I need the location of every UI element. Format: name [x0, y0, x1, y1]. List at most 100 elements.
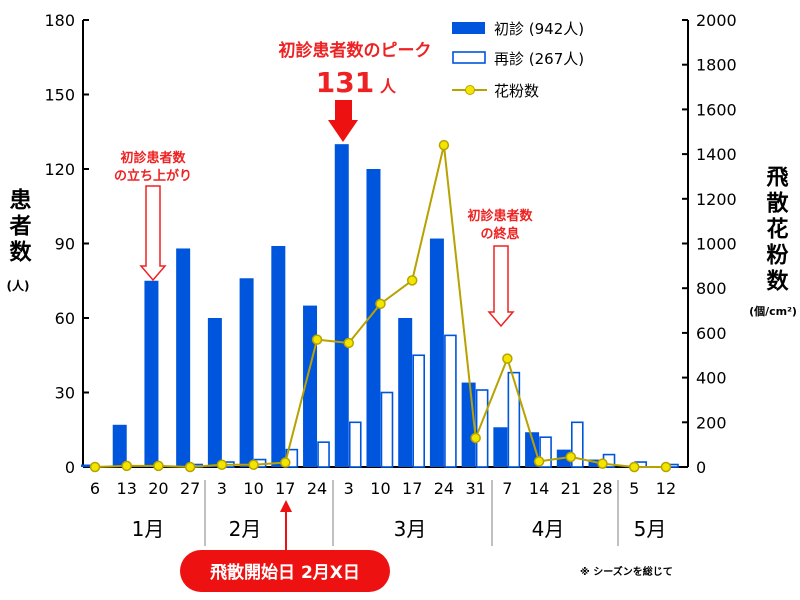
- pollen-point: [406, 275, 418, 286]
- bar-revisit: [475, 389, 489, 468]
- right-tick-label: 800: [696, 279, 727, 298]
- start-date-badge: [180, 550, 390, 592]
- right-axis-unit: (個/cm²): [749, 304, 797, 318]
- left-axis-title: 患者数: [6, 187, 33, 266]
- pollen-point: [248, 459, 259, 471]
- peak-arrow-icon: [328, 100, 358, 142]
- month-label: 5月: [634, 517, 667, 541]
- x-tick-label: 17: [402, 479, 422, 498]
- right-tick-label: 1800: [696, 56, 737, 75]
- end-label-2: の終息: [480, 226, 519, 242]
- bar-first-visit: [493, 427, 508, 467]
- peak-value: 131: [316, 66, 374, 99]
- left-tick-label: 120: [44, 160, 75, 179]
- right-tick-label: 2000: [696, 11, 737, 30]
- right-tick-label: 600: [696, 324, 727, 343]
- rise-label-2: の立ち上がり: [114, 168, 192, 184]
- pollen-point: [89, 461, 101, 473]
- bar-first-visit: [334, 144, 349, 467]
- x-tick-label: 10: [370, 479, 390, 498]
- x-tick-label: 10: [243, 479, 263, 498]
- legend-label-first-visit: 初診 (942人): [494, 20, 584, 38]
- bar-first-visit: [429, 238, 444, 467]
- right-axis-title: 飛散花粉数: [763, 165, 789, 295]
- bar-first-visit: [144, 280, 159, 467]
- x-tick-label: 21: [561, 479, 581, 498]
- x-tick-label: 13: [117, 479, 137, 498]
- pollen-point: [375, 298, 386, 310]
- bar-revisit: [444, 334, 457, 468]
- x-tick-label: 28: [592, 479, 612, 498]
- rise-arrow-icon: [139, 185, 167, 282]
- rise-label-1: 初診患者数: [120, 150, 186, 166]
- pollen-point: [502, 353, 513, 364]
- x-tick-label: 31: [465, 479, 485, 498]
- end-arrow-icon: [487, 245, 515, 328]
- bar-first-visit: [207, 318, 222, 467]
- legend-label-pollen: 花粉数: [494, 82, 539, 100]
- bar-revisit: [539, 436, 552, 468]
- x-tick-label: 6: [90, 479, 100, 498]
- x-tick-label: 3: [217, 479, 227, 498]
- bar-revisit: [348, 421, 362, 468]
- x-tick-label: 27: [180, 479, 200, 498]
- peak-unit: 人: [380, 77, 397, 96]
- right-tick-label: 1400: [696, 145, 737, 164]
- right-tick-label: 400: [696, 369, 727, 388]
- pollen-point: [216, 459, 228, 471]
- left-tick-label: 90: [55, 235, 75, 254]
- x-tick-label: 20: [148, 479, 168, 498]
- bar-first-visit: [81, 464, 95, 467]
- x-tick-label: 24: [307, 479, 327, 498]
- x-tick-label: 24: [434, 479, 454, 498]
- legend-label-revisit: 再診 (267人): [494, 50, 584, 68]
- month-label: 3月: [394, 517, 427, 541]
- pollen-point: [311, 334, 323, 345]
- legend-marker: [465, 85, 475, 95]
- pollen-point: [343, 337, 355, 349]
- legend-swatch-revisit: [452, 51, 486, 64]
- left-axis-unit: (人): [7, 278, 30, 293]
- right-tick-label: 1200: [696, 190, 737, 209]
- season-note: ※ シーズンを総じて: [580, 565, 673, 578]
- end-label-1: 初診患者数: [467, 208, 533, 224]
- x-tick-label: 7: [502, 479, 512, 498]
- bar-first-visit: [176, 248, 191, 467]
- x-tick-label: 14: [529, 479, 549, 498]
- bar-first-visit: [271, 245, 286, 467]
- pollen-point: [565, 451, 577, 463]
- pollen-point: [470, 432, 481, 444]
- bar-first-visit: [303, 305, 318, 467]
- left-tick-label: 0: [65, 458, 75, 477]
- month-label: 2月: [229, 517, 262, 541]
- left-tick-label: 60: [55, 309, 75, 328]
- bar-revisit: [380, 391, 394, 468]
- bar-first-visit: [398, 318, 413, 467]
- pollen-point: [121, 460, 132, 472]
- right-tick-label: 0: [696, 458, 706, 477]
- month-label: 4月: [532, 517, 565, 541]
- x-tick-label: 5: [629, 479, 639, 498]
- bar-first-visit: [366, 169, 381, 467]
- bar-revisit: [317, 441, 330, 468]
- pollen-point: [153, 460, 164, 472]
- right-tick-label: 200: [696, 413, 727, 432]
- start-date-label: 飛散開始日 2月X日: [209, 562, 360, 583]
- left-tick-label: 30: [55, 384, 75, 403]
- right-tick-label: 1600: [696, 100, 737, 119]
- start-arrow-icon: [280, 500, 292, 512]
- pollen-point: [280, 457, 291, 468]
- pollen-point: [438, 139, 450, 151]
- left-tick-label: 150: [44, 86, 75, 105]
- bar-revisit: [570, 421, 584, 468]
- pollen-point: [597, 458, 608, 469]
- bar-first-visit: [588, 459, 603, 467]
- pollen-point: [184, 461, 196, 473]
- bar-revisit: [507, 371, 521, 468]
- x-tick-label: 17: [275, 479, 295, 498]
- peak-title: 初診患者数のピーク: [279, 40, 432, 61]
- pollen-point: [533, 456, 545, 467]
- pollen-point: [660, 461, 672, 473]
- right-tick-label: 1000: [696, 235, 737, 254]
